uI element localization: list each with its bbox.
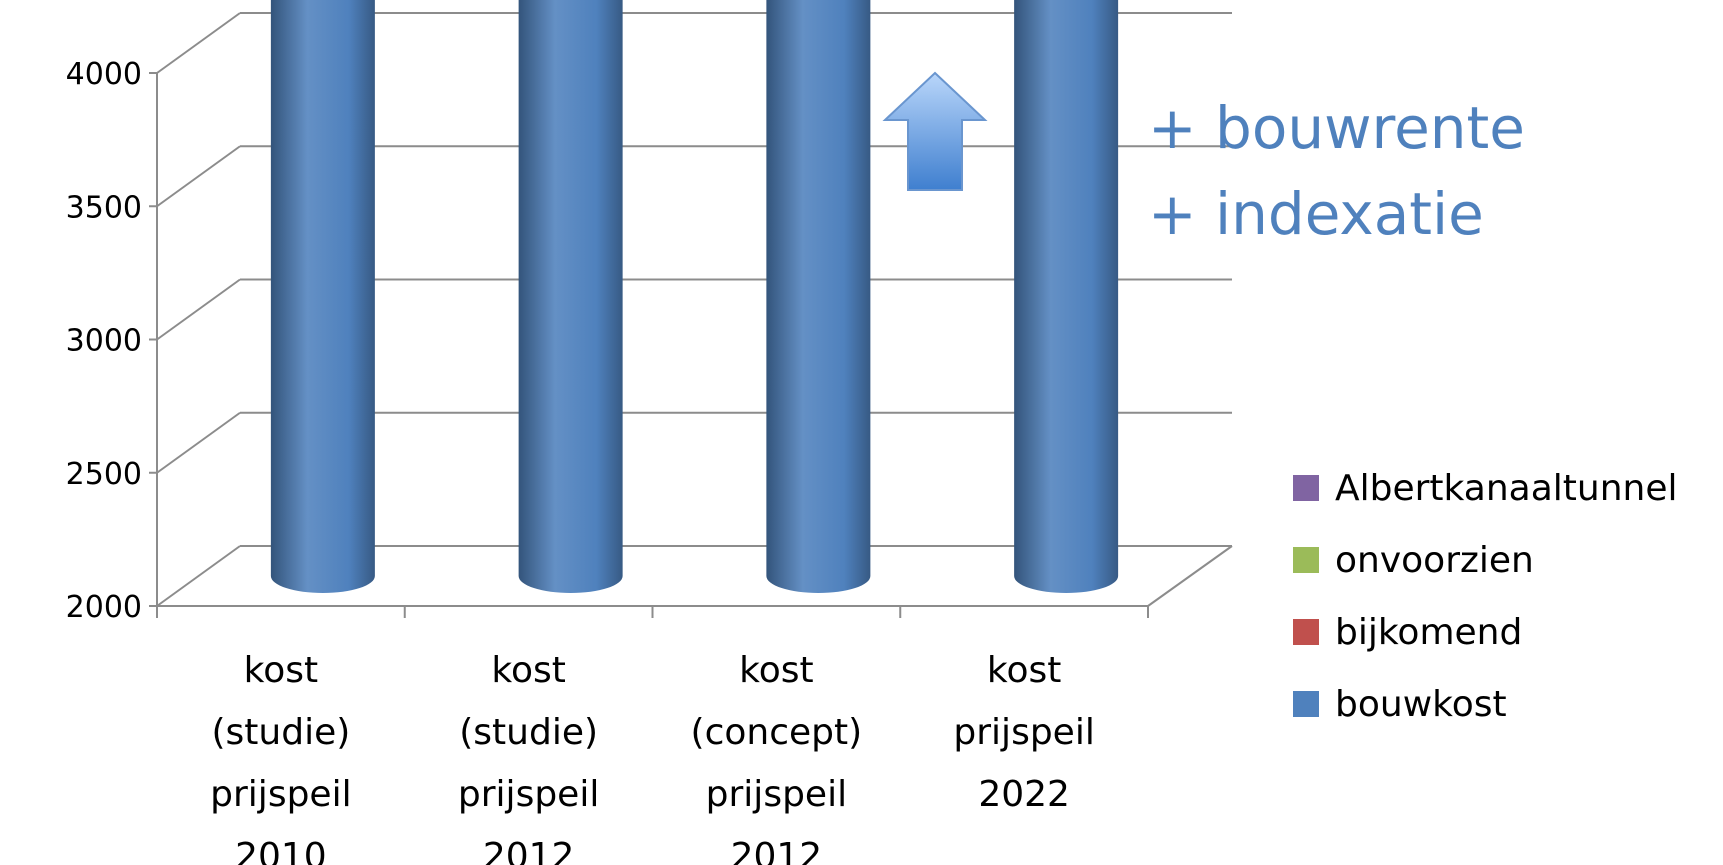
legend-item: onvoorzien <box>1293 540 1534 581</box>
legend-item: bijkomend <box>1293 612 1522 653</box>
y-tick-label: 2000 <box>66 590 142 625</box>
annotation-line: + bouwrente <box>1148 94 1525 162</box>
legend: Albertkanaaltunnel onvoorzien bijkomend bou… <box>1293 468 1677 725</box>
y-tick-label: 2500 <box>66 457 142 492</box>
legend-swatch <box>1293 691 1319 717</box>
x-category-label: kost (studie) prijspeil 2010 <box>210 650 351 865</box>
bar-stack <box>1014 0 1119 593</box>
legend-item: Albertkanaaltunnel <box>1293 468 1677 509</box>
up-arrow-icon <box>882 71 988 191</box>
y-tick-label: 3000 <box>66 324 142 359</box>
annotation-line: + indexatie <box>1148 180 1484 248</box>
bar-stack <box>518 0 623 593</box>
bar-segment-bouwkost <box>518 0 623 593</box>
x-category-label: kost prijspeil 2022 <box>953 650 1094 815</box>
legend-label: bouwkost <box>1335 684 1507 725</box>
annotation-layer: + bouwrente + indexatie <box>882 71 1525 248</box>
gridline-diagonal <box>156 145 241 208</box>
gridline-diagonal <box>156 278 241 341</box>
x-category-label: kost (concept) prijspeil 2012 <box>691 650 863 865</box>
legend-label: Albertkanaaltunnel <box>1335 468 1677 509</box>
legend-swatch <box>1293 475 1319 501</box>
gridline-diagonal <box>156 12 241 74</box>
bar-stack <box>766 0 871 593</box>
bar-segment-bouwkost <box>1014 0 1119 593</box>
gridline-diagonal <box>156 545 241 607</box>
legend-swatch <box>1293 547 1319 573</box>
bars-layer <box>270 0 1119 593</box>
y-tick-label: 4000 <box>66 57 142 92</box>
legend-label: bijkomend <box>1335 612 1522 653</box>
y-tick-label: 3500 <box>66 190 142 225</box>
legend-swatch <box>1293 619 1319 645</box>
bar-segment-bouwkost <box>766 0 871 593</box>
floor-edge-right <box>1147 545 1233 607</box>
legend-label: onvoorzien <box>1335 540 1534 581</box>
bar-segment-bouwkost <box>270 0 375 593</box>
x-category-label: kost (studie) prijspeil 2012 <box>458 650 599 865</box>
axis-layer: 2000 2500 3000 3500 4000 kost (studie) prijspei… <box>66 57 1149 865</box>
gridline-diagonal <box>156 411 241 474</box>
bar-stack <box>270 0 375 593</box>
legend-item: bouwkost <box>1293 684 1507 725</box>
